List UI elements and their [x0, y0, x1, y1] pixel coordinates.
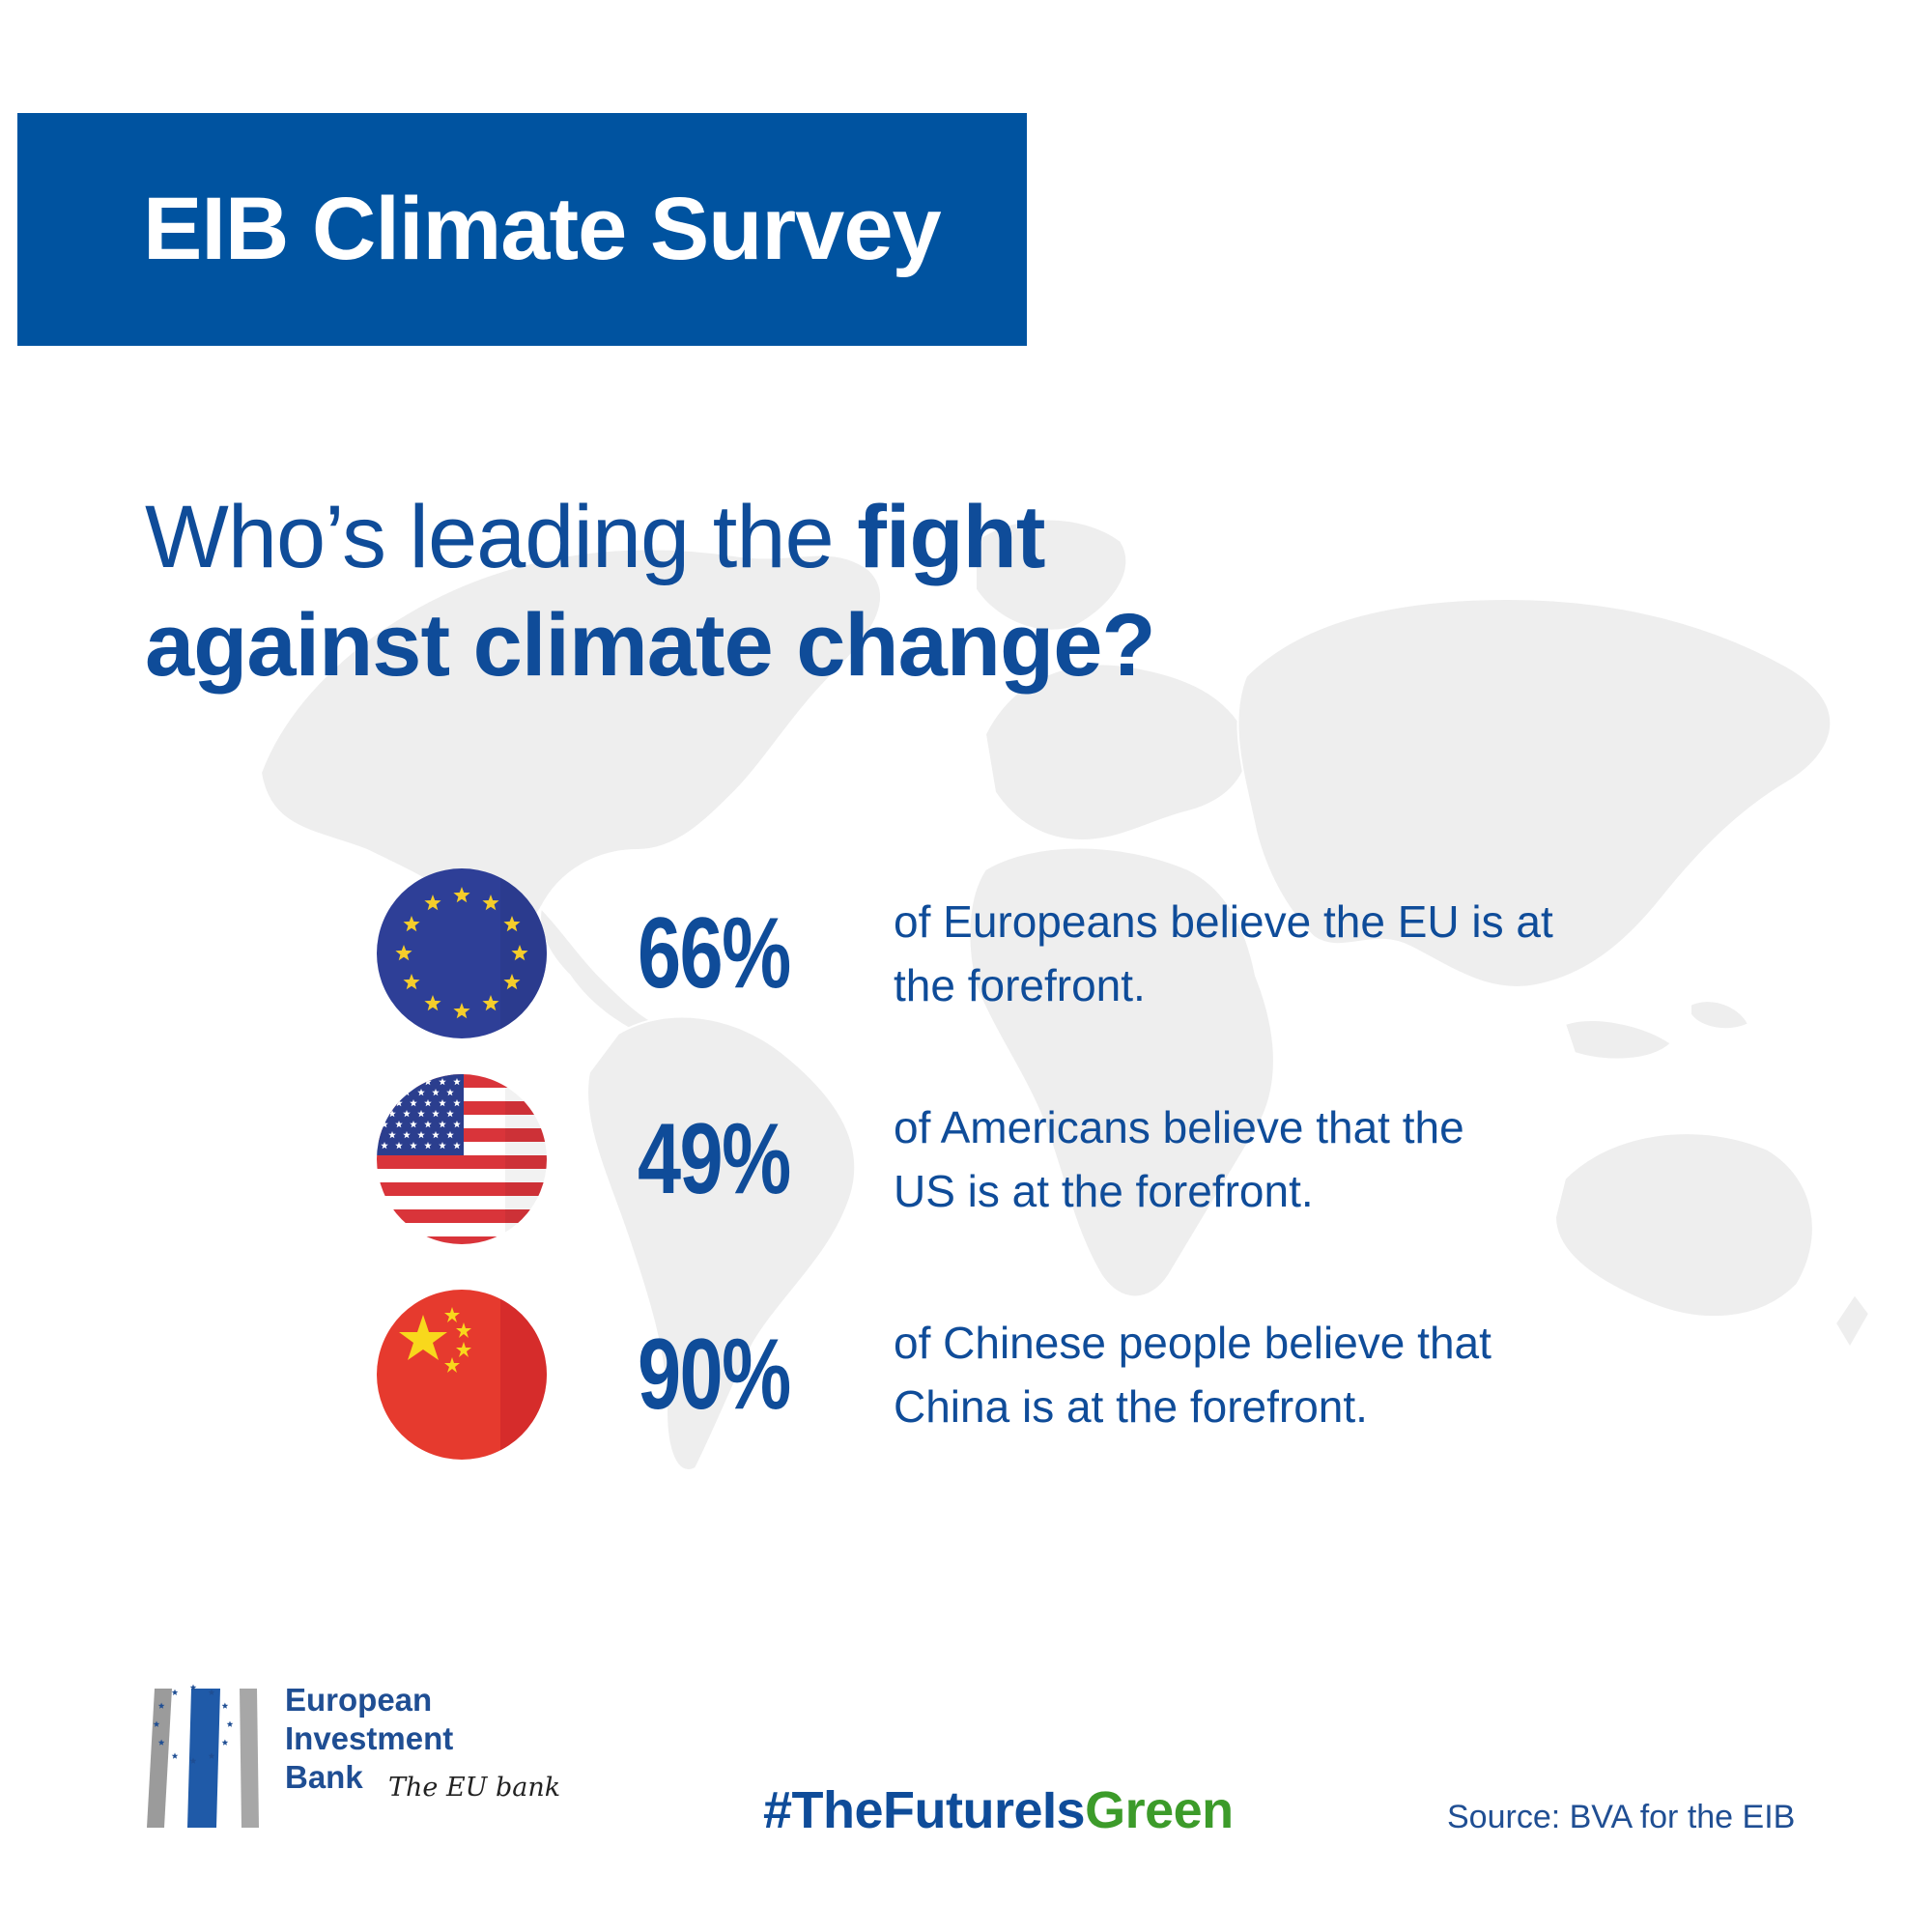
stat-text-eu-line-2: the forefront. — [894, 960, 1146, 1010]
hashtag-main: #TheFutureIs — [763, 1781, 1086, 1839]
stat-row-eu: 66% of Europeans believe the EU is at th… — [0, 867, 1932, 1040]
china-flag-icon — [377, 1290, 547, 1460]
stat-text-eu-line-1: of Europeans believe the EU is at — [894, 896, 1553, 947]
headline-line-1-bold: fight — [857, 488, 1045, 586]
eib-logo-text: European Investment Bank — [285, 1681, 453, 1797]
stat-text-us-line-1: of Americans believe that the — [894, 1102, 1464, 1152]
stat-value-eu: 66% — [638, 897, 791, 1009]
headline-line-1: Who’s leading the fight — [145, 483, 1401, 591]
stat-text-china: of Chinese people believe that China is … — [894, 1311, 1589, 1438]
eib-logo-mark — [147, 1689, 259, 1828]
stat-value-us: 49% — [638, 1103, 791, 1215]
header-bar: EIB Climate Survey — [17, 113, 1027, 346]
eu-stars-icon — [153, 1684, 234, 1764]
eu-flag-icon — [377, 868, 547, 1038]
stat-text-china-line-2: China is at the forefront. — [894, 1381, 1368, 1432]
logo-line-1: European — [285, 1682, 433, 1718]
stat-text-china-line-1: of Chinese people believe that — [894, 1318, 1492, 1368]
logo-tagline: The EU bank — [388, 1773, 561, 1803]
eib-logo: European Investment Bank The EU bank — [145, 1681, 580, 1835]
headline: Who’s leading the fight against climate … — [145, 483, 1401, 699]
logo-line-2: Investment — [285, 1720, 454, 1756]
stat-text-us: of Americans believe that the US is at t… — [894, 1095, 1589, 1223]
hashtag-green: Green — [1085, 1781, 1234, 1839]
stat-text-eu: of Europeans believe the EU is at the fo… — [894, 890, 1589, 1017]
stat-value-china: 90% — [638, 1319, 791, 1431]
stat-row-us: 49% of Americans believe that the US is … — [0, 1072, 1932, 1246]
stat-row-china: 90% of Chinese people believe that China… — [0, 1288, 1932, 1462]
hashtag: #TheFutureIsGreen — [763, 1780, 1234, 1840]
headline-line-2: against climate change? — [145, 596, 1156, 695]
logo-line-3: Bank — [285, 1759, 363, 1795]
source-note: Source: BVA for the EIB — [1447, 1799, 1796, 1835]
headline-line-1-text: Who’s leading the — [145, 488, 858, 586]
us-flag-icon — [377, 1074, 547, 1244]
header-title: EIB Climate Survey — [143, 180, 942, 278]
stat-text-us-line-2: US is at the forefront. — [894, 1166, 1314, 1216]
